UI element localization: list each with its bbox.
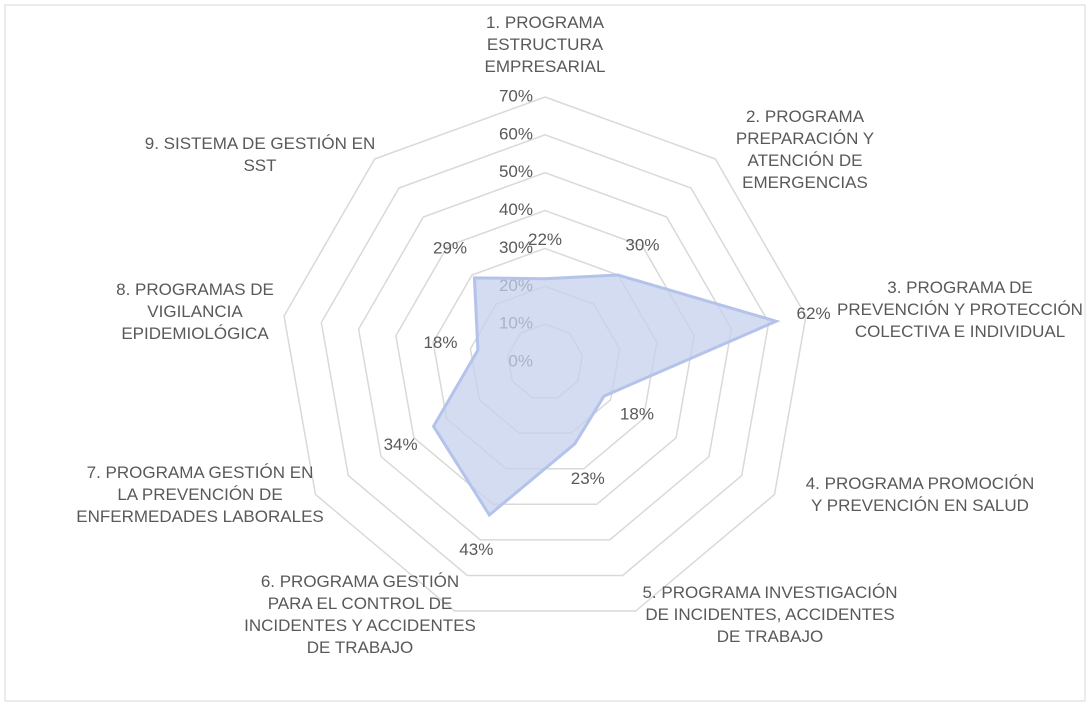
category-label: 3. PROGRAMA DE PREVENCIÓN Y PROTECCIÓN C… bbox=[837, 278, 1083, 341]
category-label: 8. PROGRAMAS DE VIGILANCIA EPIDEMIOLÓGIC… bbox=[116, 280, 274, 343]
y-tick-label: 30% bbox=[499, 238, 533, 257]
y-tick-label: 60% bbox=[499, 124, 533, 143]
grid-ring bbox=[357, 171, 733, 541]
category-label: 6. PROGRAMA GESTIÓN PARA EL CONTROL DE I… bbox=[244, 572, 476, 657]
series-area bbox=[431, 273, 781, 518]
data-label: 43% bbox=[459, 540, 493, 559]
grid-ring bbox=[283, 96, 807, 612]
data-label: 34% bbox=[384, 435, 418, 454]
category-label: 7. PROGRAMA GESTIÓN EN LA PREVENCIÓN DE … bbox=[76, 463, 324, 526]
data-label: 23% bbox=[571, 469, 605, 488]
y-tick-label: 40% bbox=[499, 200, 533, 219]
data-label: 62% bbox=[797, 304, 831, 323]
category-label: 2. PROGRAMA PREPARACIÓN Y ATENCIÓN DE EM… bbox=[735, 107, 875, 192]
category-label: 5. PROGRAMA INVESTIGACIÓN DE INCIDENTES,… bbox=[642, 583, 898, 646]
y-tick-label: 50% bbox=[499, 162, 533, 181]
category-label: 4. PROGRAMA PROMOCIÓN Y PREVENCIÓN EN SA… bbox=[805, 474, 1035, 515]
data-label: 29% bbox=[433, 238, 467, 257]
y-tick-label: 70% bbox=[499, 86, 533, 105]
category-label: 9. SISTEMA DE GESTIÓN EN SST bbox=[144, 134, 376, 175]
data-label: 22% bbox=[528, 230, 562, 249]
data-label: 18% bbox=[423, 333, 457, 352]
data-label: 30% bbox=[625, 235, 659, 254]
category-label: 1. PROGRAMA ESTRUCTURA EMPRESARIAL bbox=[484, 13, 606, 76]
data-label: 18% bbox=[620, 405, 654, 424]
grid-ring bbox=[320, 134, 770, 577]
